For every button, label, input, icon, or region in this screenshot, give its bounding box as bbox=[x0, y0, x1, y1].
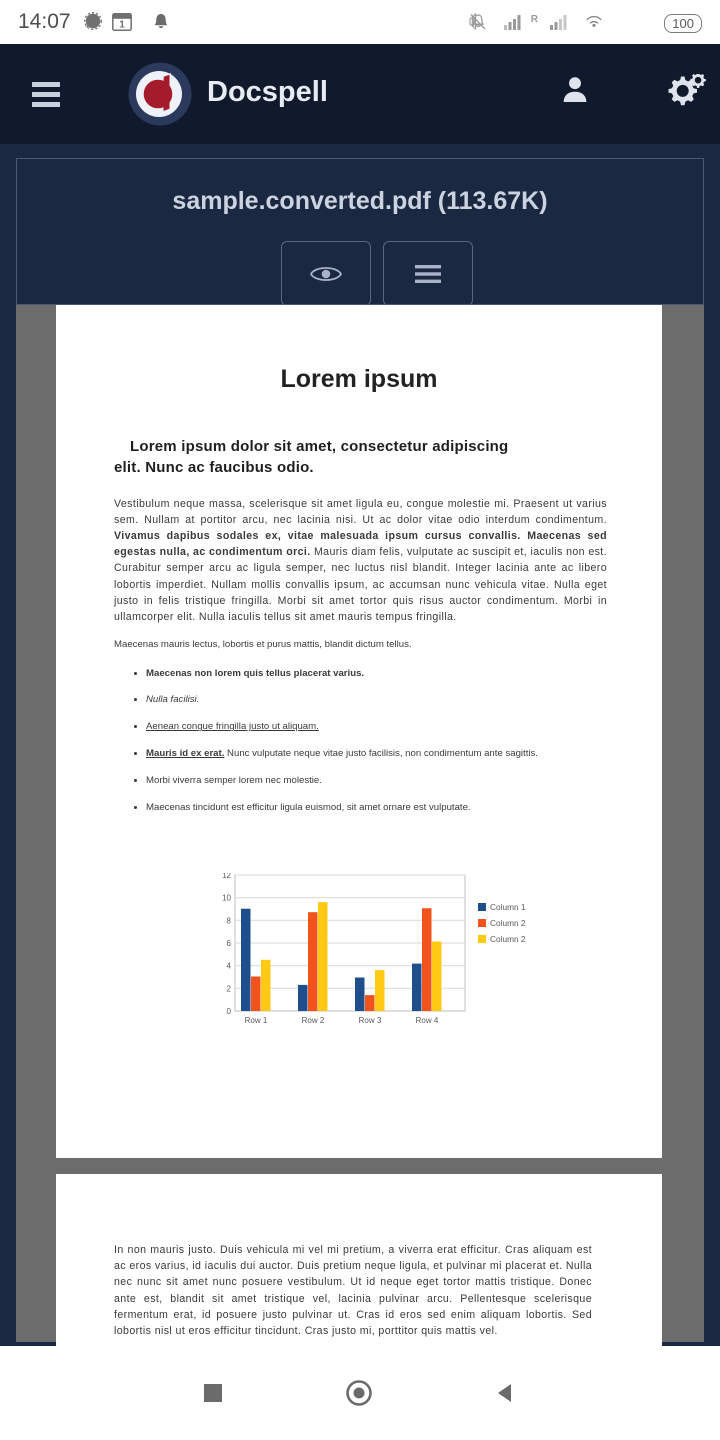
svg-text:6: 6 bbox=[227, 939, 232, 948]
svg-text:Row 3: Row 3 bbox=[359, 1016, 382, 1025]
svg-text:8: 8 bbox=[227, 916, 232, 925]
svg-text:12: 12 bbox=[222, 873, 231, 880]
svg-text:10: 10 bbox=[222, 894, 231, 903]
svg-text:1: 1 bbox=[119, 20, 125, 31]
svg-text:Column 2: Column 2 bbox=[490, 918, 526, 928]
svg-text:0: 0 bbox=[227, 1007, 232, 1016]
svg-text:Column 1: Column 1 bbox=[490, 902, 526, 912]
svg-text:Row 4: Row 4 bbox=[416, 1016, 439, 1025]
svg-text:Row 2: Row 2 bbox=[302, 1016, 325, 1025]
svg-text:Row 1: Row 1 bbox=[245, 1016, 268, 1025]
svg-text:2: 2 bbox=[227, 984, 232, 993]
svg-text:Column 2: Column 2 bbox=[490, 934, 526, 944]
svg-text:4: 4 bbox=[227, 962, 232, 971]
